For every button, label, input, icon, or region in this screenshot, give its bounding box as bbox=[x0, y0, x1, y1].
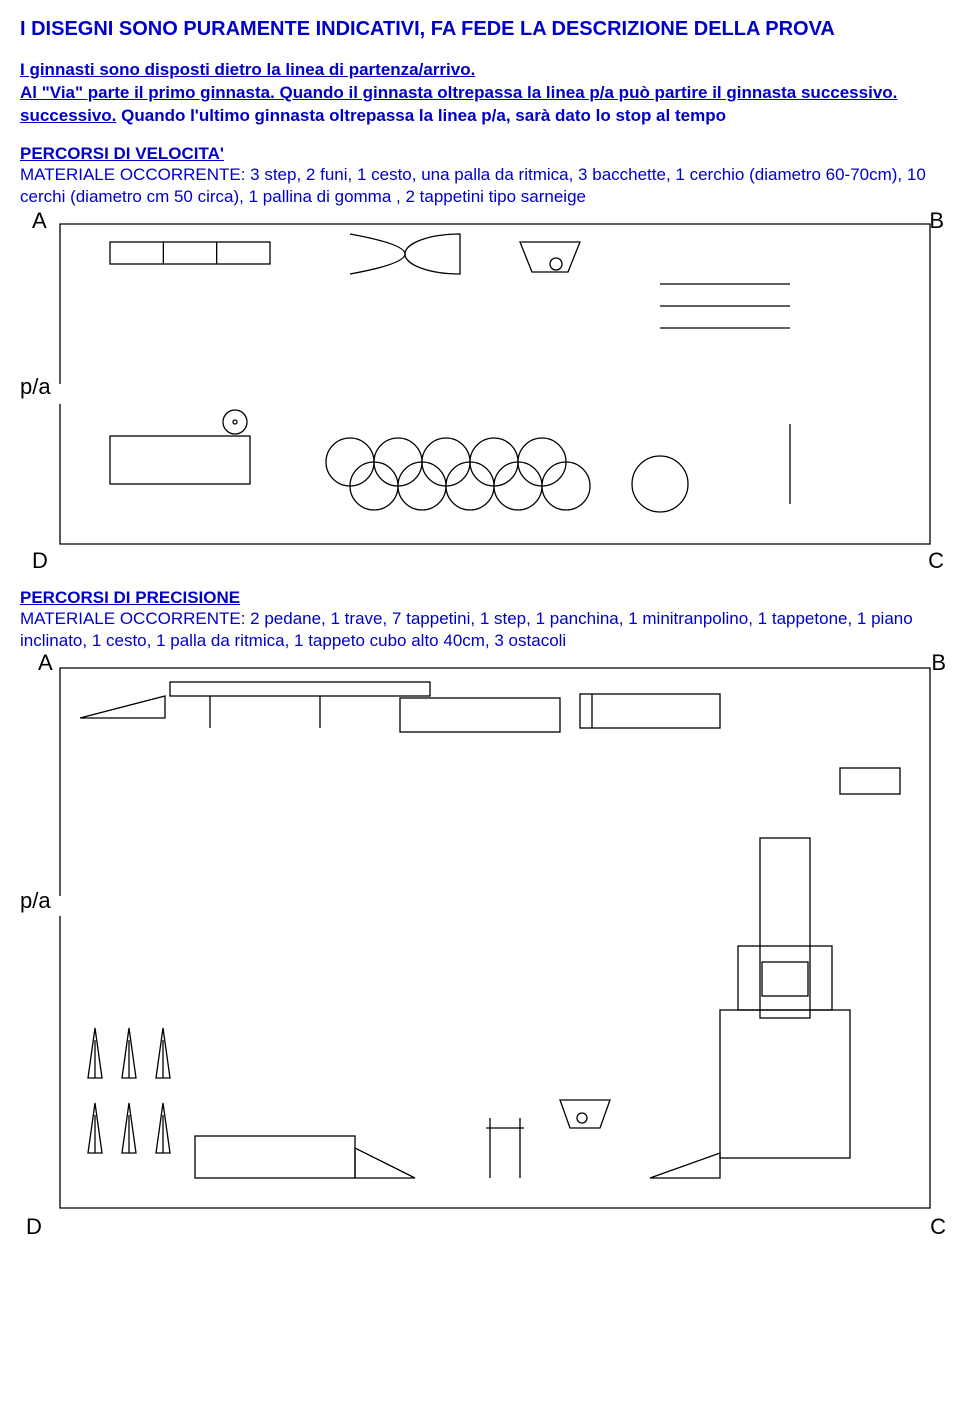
corner-C-1: C bbox=[928, 548, 944, 574]
intro-line-4: Quando l'ultimo ginnasta oltrepassa la l… bbox=[116, 106, 726, 125]
intro-line-2: Al "Via" parte il primo ginnasta. bbox=[20, 83, 275, 102]
section2-heading: PERCORSI DI PRECISIONE bbox=[20, 588, 940, 608]
corner-D-2: D bbox=[26, 1214, 42, 1240]
corner-A-2: A bbox=[38, 650, 53, 676]
section1-heading: PERCORSI DI VELOCITA' bbox=[20, 144, 940, 164]
diagram-1-wrap: A B p/a D C bbox=[20, 214, 940, 574]
intro-line-1: I ginnasti sono disposti dietro la linea… bbox=[20, 60, 475, 79]
section1-materials: MATERIALE OCCORRENTE: 3 step, 2 funi, 1 … bbox=[20, 164, 940, 208]
corner-B-1: B bbox=[929, 208, 944, 234]
corner-A-1: A bbox=[32, 208, 47, 234]
corner-C-2: C bbox=[930, 1214, 946, 1240]
diagram-2-wrap: A B p/a D C bbox=[20, 658, 940, 1238]
page-title: I DISEGNI SONO PURAMENTE INDICATIVI, FA … bbox=[20, 18, 940, 41]
corner-B-2: B bbox=[931, 650, 946, 676]
diagram-2 bbox=[20, 658, 940, 1218]
intro-paragraph: I ginnasti sono disposti dietro la linea… bbox=[20, 59, 940, 128]
intro-line-3b: successivo. bbox=[20, 106, 116, 125]
section2-materials: MATERIALE OCCORRENTE: 2 pedane, 1 trave,… bbox=[20, 608, 940, 652]
label-pa-2: p/a bbox=[20, 888, 51, 914]
intro-line-3: Quando il ginnasta oltrepassa la linea p… bbox=[275, 83, 898, 102]
label-pa-1: p/a bbox=[20, 374, 51, 400]
diagram-1 bbox=[20, 214, 940, 554]
corner-D-1: D bbox=[32, 548, 48, 574]
